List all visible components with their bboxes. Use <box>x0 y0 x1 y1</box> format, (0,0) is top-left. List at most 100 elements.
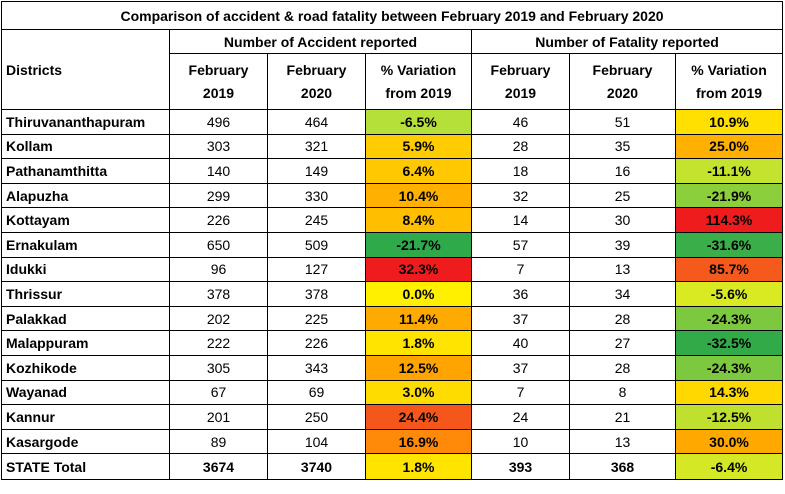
fatality-2019-cell: 37 <box>471 354 570 381</box>
fatality-variation-cell: 30.0% <box>674 428 784 455</box>
district-cell: Alapuzha <box>1 182 170 209</box>
table-row: Kasargode 89 104 16.9% 10 13 30.0% <box>1 428 784 455</box>
fatality-2020-cell: 21 <box>569 404 676 430</box>
fatality-2020-cell: 27 <box>569 330 676 356</box>
fat-variation-header: % Variation from 2019 <box>674 53 784 110</box>
table-row: Malappuram 222 226 1.8% 40 27 -32.5% <box>1 330 784 356</box>
fatality-variation-cell: -11.1% <box>674 158 784 184</box>
acc-feb2020-header: February 2020 <box>267 53 366 110</box>
district-cell: Kollam <box>1 133 170 160</box>
fatality-variation-cell: 25.0% <box>674 133 784 160</box>
fatality-comparison-table: Comparison of accident & road fatality b… <box>0 1 784 481</box>
accident-variation-cell: -6.5% <box>365 109 472 135</box>
accident-2020-cell: 343 <box>267 354 366 381</box>
fatality-2019-cell: 36 <box>471 281 570 307</box>
district-cell: Idukki <box>1 256 170 283</box>
accident-variation-cell: 32.3% <box>365 256 472 283</box>
fatality-variation-cell: 114.3% <box>674 207 784 233</box>
table-row: Palakkad 202 225 11.4% 37 28 -24.3% <box>1 305 784 332</box>
accident-2020-cell: 250 <box>267 404 366 430</box>
fatality-variation-cell: -31.6% <box>674 231 784 258</box>
accident-2020-cell: 464 <box>267 109 366 135</box>
fatality-variation-cell: -12.5% <box>674 404 784 430</box>
accident-variation-cell: -21.7% <box>365 231 472 258</box>
accident-variation-cell: 10.4% <box>365 182 472 209</box>
accident-2020-cell: 69 <box>267 379 366 406</box>
district-cell: Kannur <box>1 404 170 430</box>
fat-feb2020-header: February 2020 <box>569 53 676 110</box>
fatality-2019-cell: 10 <box>471 428 570 455</box>
accident-group-header: Number of Accident reported <box>169 29 472 54</box>
fatality-2020-cell: 35 <box>569 133 676 160</box>
district-cell: Kottayam <box>1 207 170 233</box>
accident-2020-cell: 509 <box>267 231 366 258</box>
district-cell: Wayanad <box>1 379 170 406</box>
fatality-variation-cell: 10.9% <box>674 109 784 135</box>
accident-variation-cell: 1.8% <box>365 330 472 356</box>
accident-variation-cell: 12.5% <box>365 354 472 381</box>
fatality-2020-cell: 28 <box>569 354 676 381</box>
district-cell: Kasargode <box>1 428 170 455</box>
accident-2020-cell: 378 <box>267 281 366 307</box>
accident-2020-cell: 330 <box>267 182 366 209</box>
fatality-variation-cell: -6.4% <box>674 453 784 481</box>
fatality-2019-cell: 18 <box>471 158 570 184</box>
accident-2019-cell: 222 <box>169 330 268 356</box>
accident-2019-cell: 3674 <box>169 453 268 481</box>
table-row: Alapuzha 299 330 10.4% 32 25 -21.9% <box>1 182 784 209</box>
accident-variation-cell: 6.4% <box>365 158 472 184</box>
district-cell: Pathanamthitta <box>1 158 170 184</box>
accident-2019-cell: 89 <box>169 428 268 455</box>
accident-2020-cell: 149 <box>267 158 366 184</box>
accident-2019-cell: 305 <box>169 354 268 381</box>
fatality-2020-cell: 25 <box>569 182 676 209</box>
fatality-2020-cell: 30 <box>569 207 676 233</box>
accident-2019-cell: 378 <box>169 281 268 307</box>
table-row: Thiruvananthapuram 496 464 -6.5% 46 51 10.9% <box>1 109 784 135</box>
accident-2019-cell: 299 <box>169 182 268 209</box>
accident-2019-cell: 496 <box>169 109 268 135</box>
district-cell: STATE Total <box>1 453 170 481</box>
table-row: Kollam 303 321 5.9% 28 35 25.0% <box>1 133 784 160</box>
fatality-2020-cell: 8 <box>569 379 676 406</box>
accident-2020-cell: 321 <box>267 133 366 160</box>
table-row: Idukki 96 127 32.3% 7 13 85.7% <box>1 256 784 283</box>
fatality-2019-cell: 14 <box>471 207 570 233</box>
fatality-2020-cell: 13 <box>569 428 676 455</box>
accident-2019-cell: 226 <box>169 207 268 233</box>
fatality-2020-cell: 39 <box>569 231 676 258</box>
fatality-2019-cell: 393 <box>471 453 570 481</box>
fatality-2020-cell: 368 <box>569 453 676 481</box>
acc-feb2019-header: February 2019 <box>169 53 268 110</box>
accident-2019-cell: 201 <box>169 404 268 430</box>
accident-2020-cell: 226 <box>267 330 366 356</box>
fatality-2019-cell: 7 <box>471 256 570 283</box>
accident-variation-cell: 5.9% <box>365 133 472 160</box>
accident-2020-cell: 245 <box>267 207 366 233</box>
accident-2019-cell: 303 <box>169 133 268 160</box>
district-cell: Malappuram <box>1 330 170 356</box>
accident-2020-cell: 104 <box>267 428 366 455</box>
fatality-2020-cell: 16 <box>569 158 676 184</box>
table-row: Kannur 201 250 24.4% 24 21 -12.5% <box>1 404 784 430</box>
fatality-2019-cell: 46 <box>471 109 570 135</box>
fatality-2019-cell: 24 <box>471 404 570 430</box>
fatality-2020-cell: 13 <box>569 256 676 283</box>
district-cell: Palakkad <box>1 305 170 332</box>
accident-2019-cell: 96 <box>169 256 268 283</box>
table-title: Comparison of accident & road fatality b… <box>0 1 784 30</box>
fatality-variation-cell: -24.3% <box>674 354 784 381</box>
fat-feb2019-header: February 2019 <box>471 53 570 110</box>
accident-variation-cell: 3.0% <box>365 379 472 406</box>
accident-2019-cell: 650 <box>169 231 268 258</box>
total-row: STATE Total 3674 3740 1.8% 393 368 -6.4% <box>1 453 784 481</box>
district-cell: Thrissur <box>1 281 170 307</box>
fatality-variation-cell: -21.9% <box>674 182 784 209</box>
accident-variation-cell: 1.8% <box>365 453 472 481</box>
table-row: Wayanad 67 69 3.0% 7 8 14.3% <box>1 379 784 406</box>
accident-2019-cell: 140 <box>169 158 268 184</box>
accident-2020-cell: 225 <box>267 305 366 332</box>
acc-variation-header: % Variation from 2019 <box>365 53 472 110</box>
fatality-2020-cell: 28 <box>569 305 676 332</box>
fatality-variation-cell: -24.3% <box>674 305 784 332</box>
